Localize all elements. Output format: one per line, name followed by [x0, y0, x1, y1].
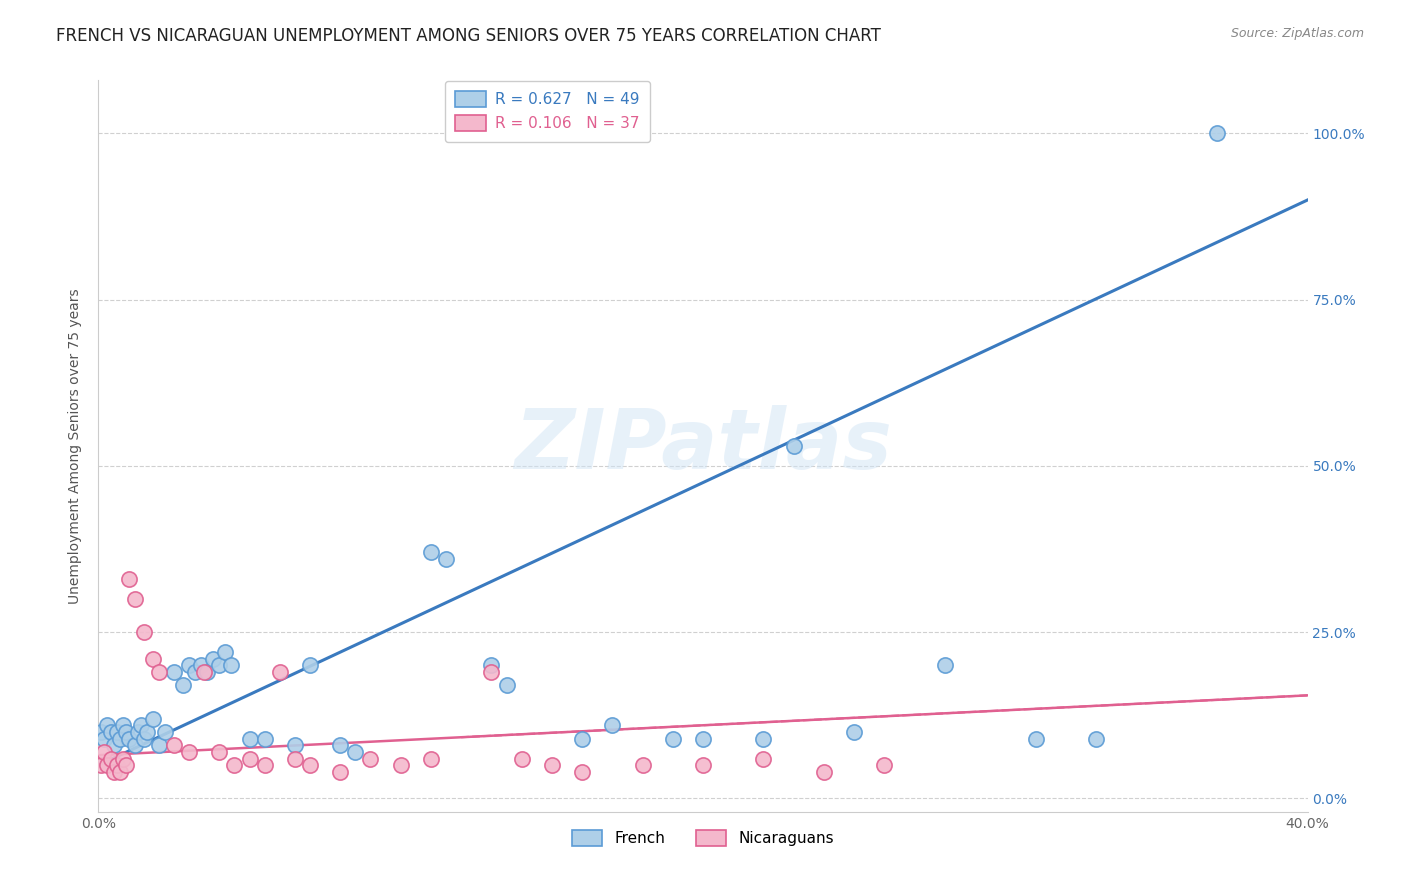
Point [96, 758, 118, 772]
Text: ZIPatlas: ZIPatlas [515, 406, 891, 486]
Point [172, 678, 194, 692]
Point [105, 758, 128, 772]
Point [124, 591, 146, 606]
Point [190, 658, 212, 673]
Point [179, 658, 201, 673]
Point [114, 758, 136, 772]
Point [1206, 127, 1229, 141]
Point [602, 718, 624, 732]
Point [420, 545, 443, 559]
Point [481, 658, 503, 673]
Point [253, 758, 276, 772]
Point [163, 738, 186, 752]
Text: Source: ZipAtlas.com: Source: ZipAtlas.com [1230, 27, 1364, 40]
Point [299, 758, 322, 772]
Point [510, 751, 533, 765]
Point [118, 572, 141, 586]
Text: FRENCH VS NICARAGUAN UNEMPLOYMENT AMONG SENIORS OVER 75 YEARS CORRELATION CHART: FRENCH VS NICARAGUAN UNEMPLOYMENT AMONG … [56, 27, 882, 45]
Point [661, 731, 683, 746]
Point [284, 751, 307, 765]
Point [571, 764, 593, 779]
Point [692, 731, 714, 746]
Point [142, 652, 165, 666]
Point [692, 758, 714, 772]
Point [153, 725, 176, 739]
Point [1024, 731, 1046, 746]
Point [114, 725, 136, 739]
Point [239, 751, 262, 765]
Point [344, 745, 367, 759]
Point [93, 731, 115, 746]
Point [93, 745, 115, 759]
Point [96, 718, 118, 732]
Point [135, 725, 157, 739]
Point [148, 665, 170, 679]
Point [163, 665, 186, 679]
Point [329, 764, 352, 779]
Y-axis label: Unemployment Among Seniors over 75 years: Unemployment Among Seniors over 75 years [69, 288, 83, 604]
Point [571, 731, 593, 746]
Point [111, 718, 134, 732]
Point [752, 751, 775, 765]
Point [103, 764, 125, 779]
Point [100, 751, 122, 765]
Point [481, 665, 503, 679]
Legend: French, Nicaraguans: French, Nicaraguans [562, 821, 844, 855]
Point [148, 738, 170, 752]
Point [389, 758, 412, 772]
Point [934, 658, 956, 673]
Point [631, 758, 654, 772]
Point [90, 725, 112, 739]
Point [434, 552, 457, 566]
Point [195, 665, 218, 679]
Point [420, 751, 443, 765]
Point [752, 731, 775, 746]
Point [124, 738, 146, 752]
Point [813, 764, 835, 779]
Point [127, 725, 149, 739]
Point [253, 731, 276, 746]
Point [299, 658, 322, 673]
Point [100, 725, 122, 739]
Point [129, 718, 152, 732]
Point [184, 665, 207, 679]
Point [783, 439, 806, 453]
Point [179, 745, 201, 759]
Point [329, 738, 352, 752]
Point [284, 738, 307, 752]
Point [873, 758, 896, 772]
Point [108, 764, 131, 779]
Point [132, 625, 155, 640]
Point [221, 658, 243, 673]
Point [202, 652, 225, 666]
Point [214, 645, 236, 659]
Point [103, 738, 125, 752]
Point [118, 731, 141, 746]
Point [239, 731, 262, 746]
Point [132, 731, 155, 746]
Point [193, 665, 215, 679]
Point [360, 751, 382, 765]
Point [495, 678, 517, 692]
Point [844, 725, 866, 739]
Point [208, 745, 231, 759]
Point [1085, 731, 1108, 746]
Point [142, 712, 165, 726]
Point [90, 758, 112, 772]
Point [108, 731, 131, 746]
Point [105, 725, 128, 739]
Point [224, 758, 246, 772]
Point [208, 658, 231, 673]
Point [540, 758, 562, 772]
Point [111, 751, 134, 765]
Point [269, 665, 291, 679]
